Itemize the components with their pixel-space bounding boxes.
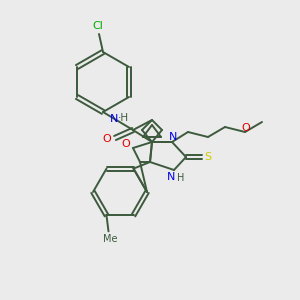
Text: ·H: ·H <box>117 113 129 123</box>
Text: O: O <box>103 134 111 144</box>
Text: S: S <box>204 152 211 162</box>
Text: O: O <box>242 123 250 133</box>
Text: Cl: Cl <box>93 21 104 31</box>
Text: H: H <box>177 173 185 183</box>
Text: N: N <box>167 172 175 182</box>
Text: N: N <box>169 132 177 142</box>
Text: O: O <box>122 139 130 149</box>
Text: N: N <box>110 114 118 124</box>
Text: Me: Me <box>103 234 118 244</box>
